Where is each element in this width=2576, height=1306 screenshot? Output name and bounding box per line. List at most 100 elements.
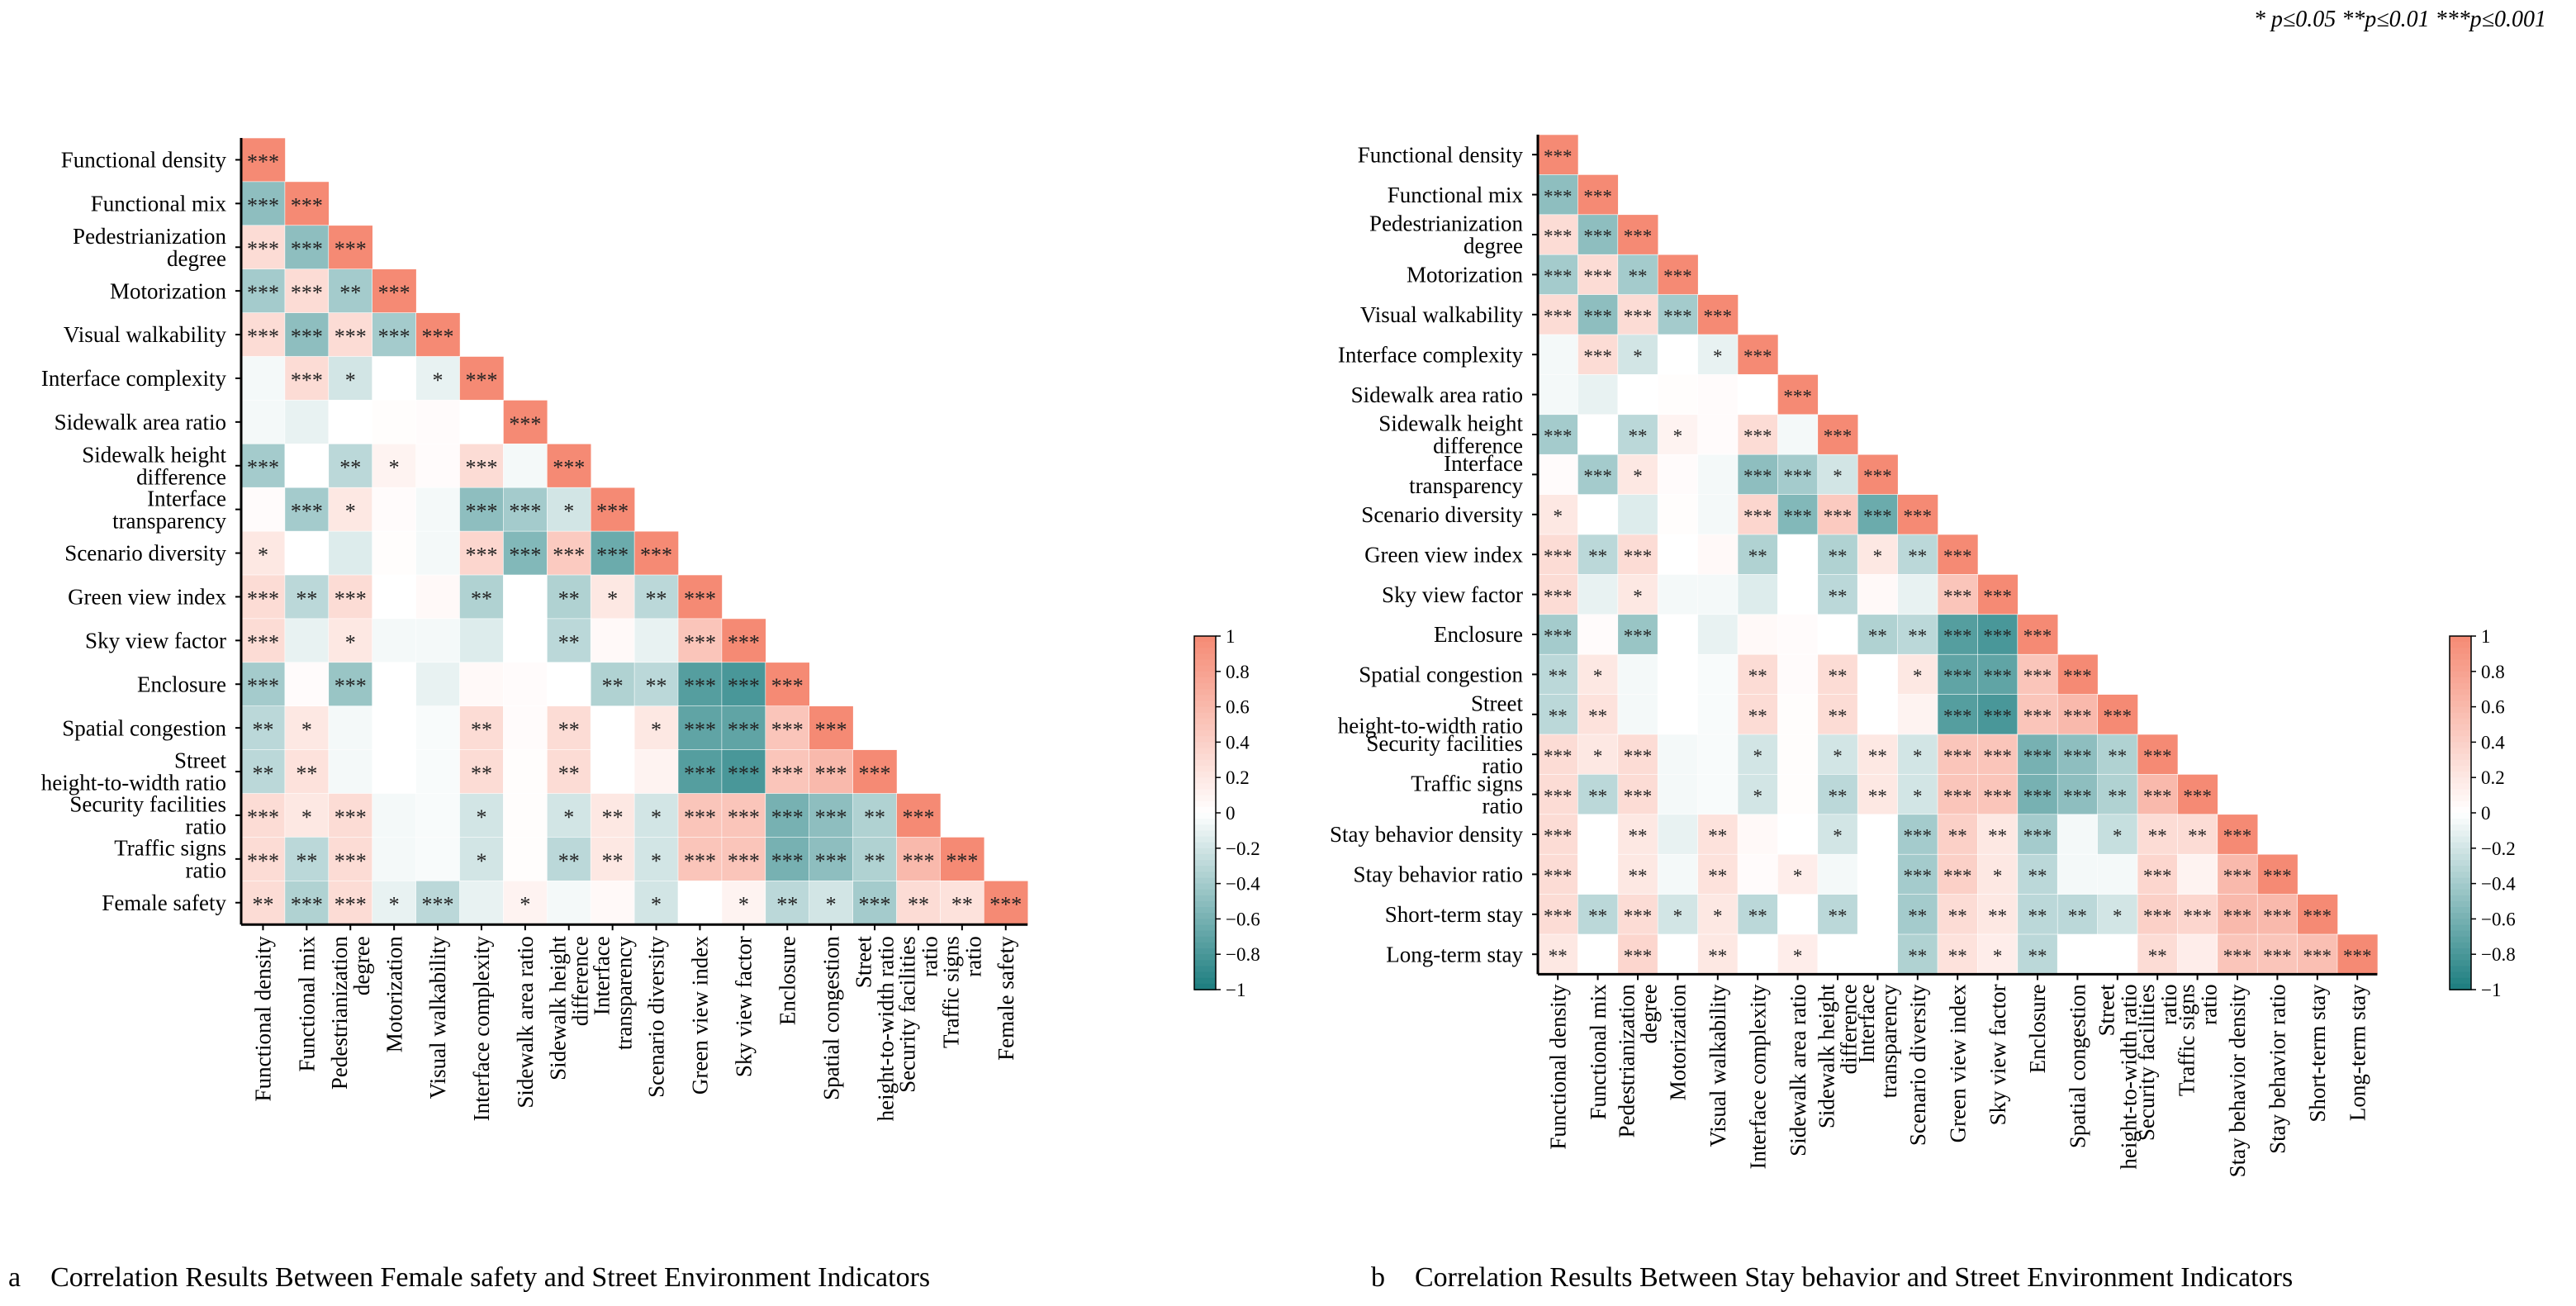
- heatmap-a-star: ***: [509, 412, 541, 436]
- colorbar-a-segment: [1194, 936, 1216, 943]
- colorbar-b-segment: [2450, 712, 2471, 719]
- heatmap-b-star: ***: [1663, 266, 1692, 287]
- heatmap-b-star: ***: [1904, 866, 1933, 886]
- heatmap-b-cell: [1977, 774, 2019, 815]
- heatmap-a-star: *: [345, 368, 356, 392]
- colorbar-b-segment: [2450, 948, 2471, 955]
- heatmap-b-cell: [1577, 734, 1619, 776]
- heatmap-a-star: ***: [247, 630, 279, 654]
- heatmap-b-star: ***: [1624, 946, 1653, 966]
- heatmap-b-cell: [1777, 414, 1819, 456]
- heatmap-a-star: **: [252, 893, 273, 917]
- heatmap-b-cell: [1737, 853, 1779, 895]
- heatmap-a-cell: [284, 749, 330, 795]
- heatmap-a-cell: [284, 487, 330, 533]
- heatmap-a-cell: [503, 530, 548, 576]
- colorbar-a-segment: [1194, 648, 1216, 655]
- heatmap-b-star: ***: [1544, 266, 1573, 287]
- heatmap-b-star: ***: [2023, 786, 2052, 806]
- heatmap-b-star: ***: [1624, 306, 1653, 326]
- heatmap-b-star: **: [1629, 826, 1648, 847]
- heatmap-b-star: ***: [2063, 705, 2092, 726]
- heatmap-a-star: **: [558, 762, 580, 786]
- heatmap-a-star: ***: [465, 368, 497, 392]
- heatmap-b-cell: [1777, 653, 1819, 696]
- heatmap-b-cell: [2177, 853, 2218, 895]
- heatmap-b-star: ***: [1943, 586, 1972, 606]
- heatmap-b-star: **: [2148, 946, 2167, 966]
- colorbar-a-segment: [1194, 853, 1216, 861]
- heatmap-b-cell: [1577, 614, 1619, 656]
- heatmap-a-cell: [240, 268, 286, 314]
- heatmap-b-star: *: [1633, 586, 1643, 606]
- heatmap-b-cell: [1577, 414, 1619, 456]
- heatmap-a-star: ***: [465, 500, 497, 524]
- heatmap-b-cell: [1977, 694, 2019, 735]
- heatmap-b-cell: [1857, 574, 1899, 615]
- heatmap-b-y-label: Traffic signs ratio: [1411, 771, 1523, 818]
- colorbar-b-segment: [2450, 665, 2471, 672]
- heatmap-b-star: **: [1868, 626, 1887, 647]
- heatmap-a-cell: [503, 881, 548, 926]
- heatmap-a-cell: [459, 881, 505, 926]
- heatmap-a-cell: [633, 574, 679, 620]
- colorbar-a-segment: [1194, 742, 1216, 749]
- heatmap-a-cell: [809, 837, 854, 882]
- colorbar-b-segment: [2450, 913, 2471, 920]
- heatmap-a-y-label: Functional mix: [91, 192, 227, 216]
- colorbar-b-segment: [2450, 960, 2471, 967]
- colorbar-b-tick-label: 0.8: [2481, 662, 2505, 682]
- heatmap-b-star: ***: [1544, 626, 1573, 647]
- heatmap-a-star: ***: [334, 237, 367, 261]
- heatmap-b-star: **: [2068, 905, 2087, 926]
- heatmap-b-star: **: [1988, 826, 2007, 847]
- heatmap-b-star: ***: [1624, 746, 1653, 767]
- heatmap-b-cell: [1897, 894, 1938, 935]
- heatmap-b-cell: [1777, 694, 1819, 735]
- heatmap-a-cell: [284, 356, 330, 401]
- heatmap-b-cell: [1577, 454, 1619, 496]
- heatmap-a-star: ***: [334, 849, 367, 873]
- heatmap-a-cell: [372, 662, 417, 707]
- heatmap-a-y-label: Visual walkability: [64, 322, 227, 347]
- heatmap-b-y-label: Functional mix: [1388, 183, 1524, 207]
- heatmap-b-star: ***: [1943, 666, 1972, 686]
- heatmap-b-star: **: [2188, 826, 2207, 847]
- heatmap-a-cell: [240, 574, 286, 620]
- heatmap-b-cell: [2177, 894, 2218, 935]
- heatmap-a-cell: [809, 749, 854, 795]
- heatmap-b-cell: [1737, 494, 1779, 535]
- heatmap-b-star: **: [2148, 826, 2167, 847]
- heatmap-a-star: ***: [291, 325, 323, 349]
- heatmap-a-cell: [284, 530, 330, 576]
- heatmap-a-star: ***: [728, 674, 760, 698]
- heatmap-a-cell: [809, 705, 854, 751]
- heatmap-b-star: **: [1829, 786, 1848, 806]
- heatmap-b-cell: [1817, 853, 1859, 895]
- heatmap-a-star: ***: [247, 150, 279, 173]
- heatmap-a-star: *: [607, 587, 618, 610]
- heatmap-b-star: ***: [2223, 946, 2252, 966]
- heatmap-b-star: ***: [1544, 426, 1573, 447]
- heatmap-b-star: ***: [1983, 746, 2012, 767]
- heatmap-a-cell: [415, 574, 461, 620]
- heatmap-a-star: ***: [422, 325, 454, 349]
- heatmap-a-cell: [677, 662, 723, 707]
- heatmap-a-cell: [372, 530, 417, 576]
- heatmap-b-cell: [1657, 933, 1699, 976]
- heatmap-a-star: *: [651, 849, 662, 873]
- colorbar-a-segment: [1194, 919, 1216, 926]
- colorbar-b-segment: [2450, 777, 2471, 785]
- heatmap-b-cell: [1537, 214, 1579, 256]
- heatmap-a-star: ***: [378, 325, 410, 349]
- colorbar-b-segment: [2450, 806, 2471, 814]
- heatmap-a-star: ***: [334, 805, 367, 829]
- heatmap-b-cell: [2017, 774, 2059, 815]
- heatmap-b-cell: [1657, 734, 1699, 776]
- colorbar-b-tick-label: 0.6: [2481, 697, 2505, 718]
- heatmap-b-star: *: [1833, 466, 1843, 487]
- heatmap-b-cell: [1697, 774, 1739, 815]
- heatmap-b-cell: [2217, 814, 2259, 856]
- heatmap-b-star: ***: [1544, 586, 1573, 606]
